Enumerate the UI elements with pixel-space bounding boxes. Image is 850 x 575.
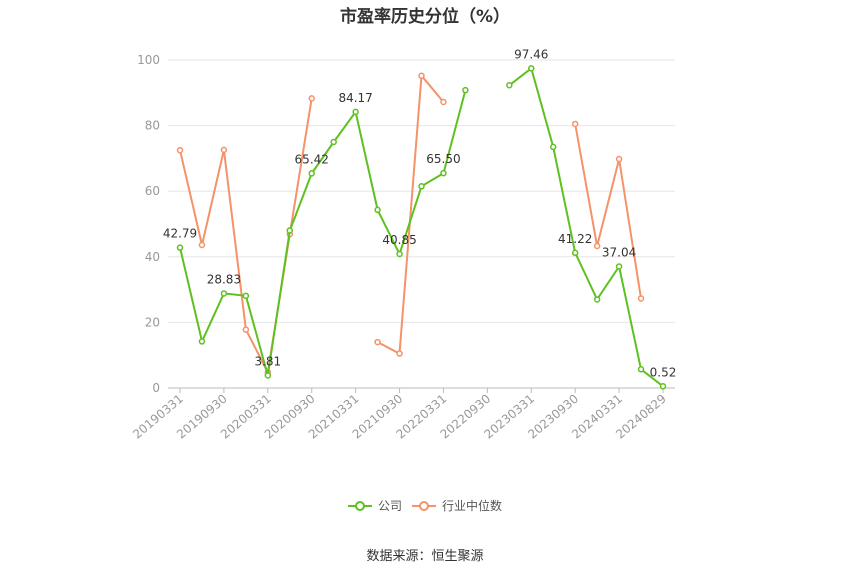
data-point [308, 95, 315, 102]
data-point [220, 146, 228, 154]
data-point [593, 242, 601, 250]
y-tick-label: 60 [145, 184, 160, 198]
y-tick-label: 40 [145, 250, 160, 264]
data-point [571, 120, 579, 128]
legend-item: 公司 [348, 499, 402, 513]
data-point [637, 295, 645, 302]
data-point [264, 372, 272, 379]
data-point [374, 338, 381, 346]
data-point [220, 290, 228, 297]
data-label: 37.04 [602, 246, 636, 260]
data-labels: 42.79 28.83 3.81 65.42 84.17 40.85 65.50 97.46 4… [163, 47, 677, 379]
data-label: 97.46 [514, 47, 548, 61]
data-point [462, 86, 469, 94]
data-label: 3.81 [254, 355, 281, 369]
data-point [198, 338, 206, 345]
data-label: 41.22 [558, 232, 592, 246]
series-company [176, 65, 667, 390]
data-point [286, 227, 294, 234]
x-axis-tick-labels: 2019033120190930202003312020093020210331… [130, 392, 669, 442]
data-point [352, 108, 359, 116]
data-label: 65.50 [426, 152, 460, 166]
legend-item: 行业中位数 [412, 498, 502, 513]
data-point [659, 383, 667, 390]
data-point [418, 72, 425, 79]
data-point [615, 155, 623, 163]
data-source-note: 数据来源：恒生聚源 [366, 549, 484, 564]
grid-lines [168, 59, 675, 323]
data-label: 0.52 [650, 365, 677, 379]
data-point [571, 249, 579, 257]
data-point [637, 366, 645, 373]
legend-label: 行业中位数 [442, 498, 502, 513]
data-point [242, 292, 250, 300]
data-label: 65.42 [295, 152, 329, 166]
data-label: 42.79 [163, 227, 197, 241]
series-line [574, 123, 642, 299]
data-point [176, 146, 184, 154]
series-lines [176, 65, 667, 390]
data-point [506, 82, 513, 89]
data-label: 84.17 [338, 91, 372, 105]
data-point [593, 296, 601, 303]
legend: 公司 行业中位数 [348, 498, 502, 513]
data-point [396, 250, 403, 258]
series-industry-median [176, 72, 645, 376]
data-point [242, 326, 250, 333]
legend-label: 公司 [378, 499, 402, 513]
data-point [440, 169, 447, 177]
data-point [396, 350, 403, 357]
chart-title: 市盈率历史分位（%） [339, 7, 511, 27]
data-point [176, 244, 184, 251]
data-point [549, 143, 557, 151]
series-line [179, 89, 467, 376]
x-axis [168, 387, 675, 393]
data-point [330, 138, 337, 146]
legend-marker [419, 501, 429, 511]
data-label: 40.85 [382, 233, 416, 247]
data-point [440, 98, 447, 106]
data-point [198, 241, 206, 249]
data-point [418, 183, 425, 190]
data-point [528, 65, 535, 72]
y-tick-label: 80 [145, 119, 160, 133]
data-point [615, 263, 623, 270]
series-line [377, 73, 445, 356]
data-point [308, 170, 315, 177]
legend-marker [355, 501, 365, 511]
y-tick-label: 20 [145, 315, 160, 329]
data-label: 28.83 [207, 272, 241, 286]
series-line [508, 66, 664, 388]
y-tick-label: 0 [152, 381, 160, 395]
data-point [374, 206, 381, 214]
y-tick-label: 100 [137, 53, 160, 67]
y-axis-tick-labels: 0 20 40 60 80 100 [137, 53, 160, 395]
